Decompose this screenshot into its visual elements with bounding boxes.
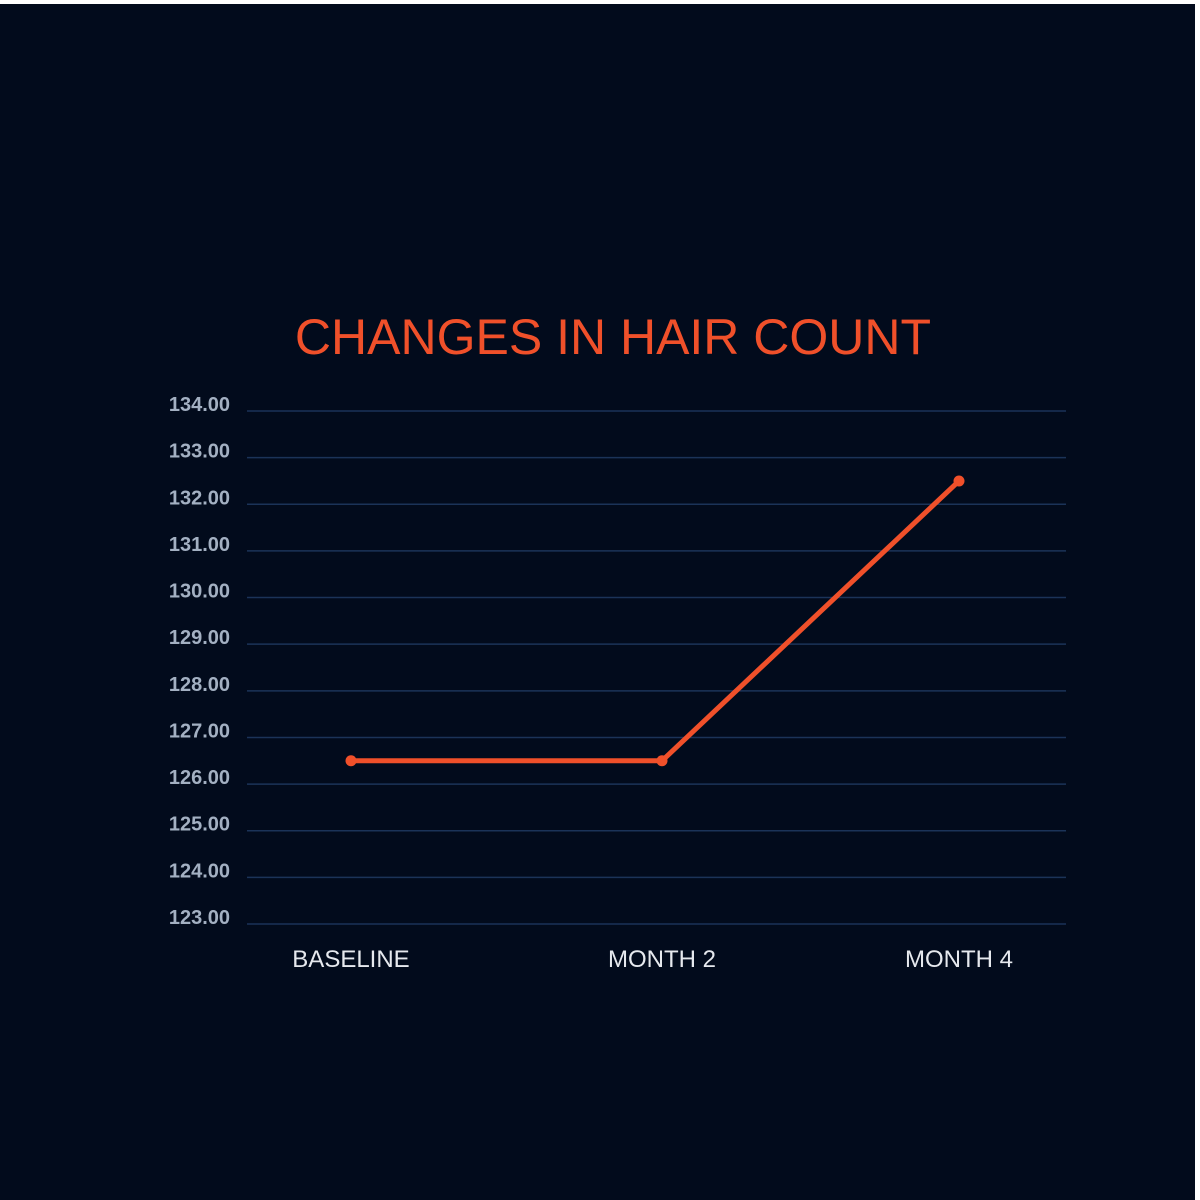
y-tick-label: 125.00	[169, 814, 230, 836]
y-tick-label: 134.00	[169, 394, 230, 416]
x-tick-label: BASELINE	[292, 946, 409, 973]
y-tick-label: 128.00	[169, 674, 230, 696]
line-chart: CHANGES IN HAIR COUNT 123.00 124.00 125.00…	[169, 309, 1066, 973]
y-tick-label: 130.00	[169, 581, 230, 603]
y-tick-label: 126.00	[169, 767, 230, 789]
y-tick-label: 133.00	[169, 441, 230, 463]
y-tick-label: 129.00	[169, 627, 230, 649]
y-tick-label: 127.00	[169, 720, 230, 742]
y-tick-label: 123.00	[169, 907, 230, 929]
data-point	[656, 755, 668, 767]
x-tick-label: MONTH 4	[905, 946, 1013, 973]
chart-title: CHANGES IN HAIR COUNT	[295, 309, 931, 365]
x-tick-label: MONTH 2	[608, 946, 716, 973]
y-tick-label: 124.00	[169, 860, 230, 882]
data-point	[345, 755, 357, 767]
series-line	[351, 479, 961, 764]
data-point	[953, 475, 965, 487]
chart-canvas: CHANGES IN HAIR COUNT 123.00 124.00 125.00…	[0, 4, 1195, 1200]
y-tick-label: 132.00	[169, 487, 230, 509]
y-tick-label: 131.00	[169, 534, 230, 556]
